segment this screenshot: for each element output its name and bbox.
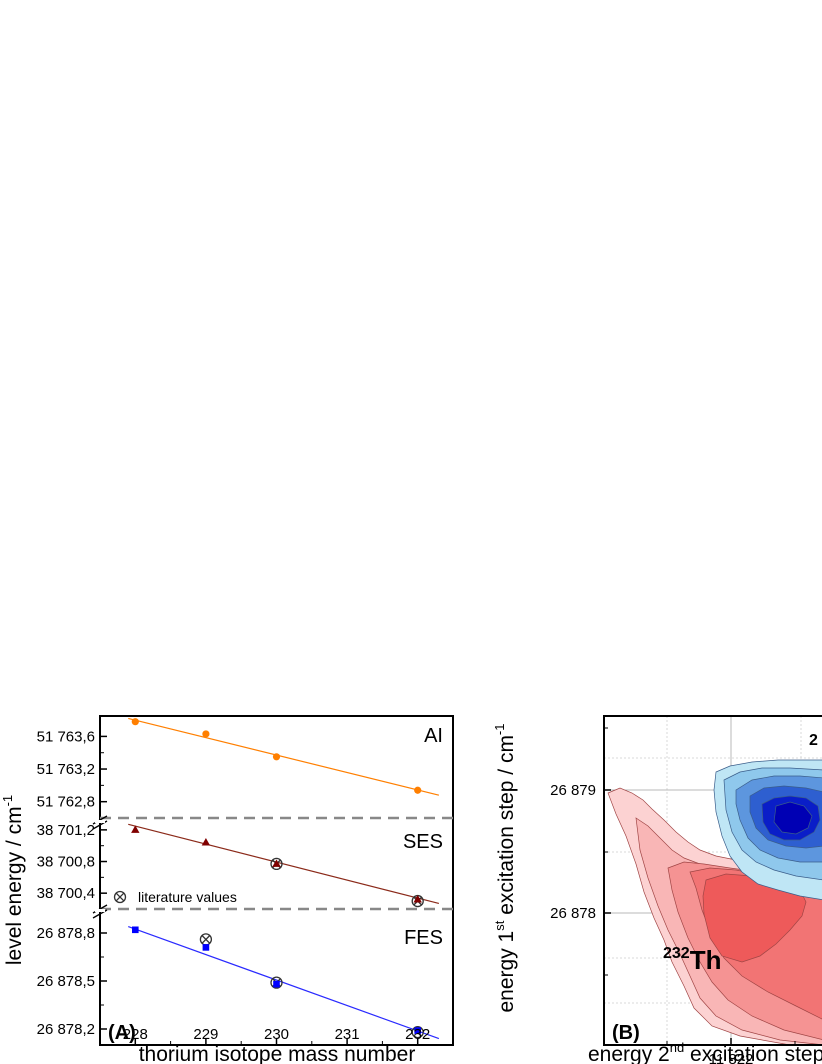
- panel-a-label: (A): [108, 1022, 136, 1044]
- panel-b: 232Th 2 26 879 26 878 11 822 (B) energy …: [492, 715, 822, 1064]
- literature-circle: [270, 976, 283, 989]
- isotope-label-230th-partial: 2: [809, 732, 818, 749]
- data-point-ai: [131, 718, 139, 726]
- panel-a-y-axis-title: level energy / cm-1: [0, 795, 26, 965]
- legend: literature values: [113, 889, 237, 905]
- y-tick-label-ai: 51 763,2: [37, 761, 95, 778]
- panel-a-x-axis: 228 229 230 231 232: [123, 1026, 430, 1045]
- fit-line-ai: [128, 717, 440, 796]
- panel-b-x-tick-label: 11 822: [709, 1051, 754, 1064]
- literature-circle: [270, 857, 283, 871]
- data-point-fes: [202, 944, 210, 951]
- contour-230th-level-6: [773, 801, 813, 835]
- x-tick-label: 230: [264, 1026, 289, 1043]
- data-point-ses: [413, 895, 422, 903]
- panel-b-y-axis-title: energy 1st excitation step / cm-1: [492, 724, 518, 1013]
- literature-cross: [201, 935, 211, 944]
- band-label-ai: AI: [424, 725, 443, 747]
- band-ses: 38 700,4 38 700,8 38 701,2 SES: [37, 822, 443, 908]
- data-point-fes: [132, 926, 139, 934]
- band-label-ses: SES: [403, 831, 443, 853]
- y-tick-label-ai: 51 762,8: [37, 794, 95, 811]
- contour-232th: [607, 787, 822, 1045]
- y-tick-label-ses: 38 701,2: [37, 822, 95, 839]
- y-tick-label-ai: 51 763,6: [37, 728, 95, 745]
- literature-circle: [411, 1026, 424, 1039]
- data-point-ai: [202, 730, 210, 738]
- panel-b-label: (B): [612, 1022, 640, 1044]
- axis-break-upper: [92, 815, 108, 830]
- isotope-label-232th: 232Th: [663, 945, 721, 975]
- contour-230th: [713, 759, 822, 901]
- data-point-fes: [273, 980, 280, 988]
- data-point-ses: [272, 859, 281, 867]
- data-point-ses: [201, 838, 211, 846]
- data-point-ses: [131, 825, 140, 833]
- y-tick-label-fes: 26 878,2: [37, 1021, 95, 1038]
- x-tick-label: 228: [123, 1026, 148, 1043]
- band-ai: 51 762,8 51 763,2 51 763,6 AI: [37, 717, 443, 811]
- y-tick-label-fes: 26 878,8: [37, 925, 95, 942]
- fit-line-fes: [128, 926, 440, 1040]
- x-tick-label: 229: [193, 1026, 218, 1043]
- panel-b-x-axis: 11 822: [666, 1038, 796, 1064]
- panel-b-y-tick-label: 26 879: [550, 782, 596, 799]
- data-point-ai: [414, 786, 422, 794]
- y-tick-label-ses: 38 700,8: [37, 854, 95, 871]
- axis-break-lower: [92, 904, 108, 919]
- data-point-ai: [272, 753, 281, 761]
- panel-b-y-tick-label: 26 878: [550, 905, 596, 922]
- panel-a-frame: [99, 715, 454, 1046]
- x-tick-label: 231: [335, 1026, 360, 1043]
- band-fes: 26 878,2 26 878,5 26 878,8 FES: [37, 925, 443, 1040]
- y-tick-label-ses: 38 700,4: [37, 885, 95, 902]
- x-tick-label: 232: [405, 1026, 430, 1043]
- fit-line-ses: [128, 823, 440, 905]
- panel-a-x-axis-title: thorium isotope mass number: [139, 1043, 416, 1064]
- legend-literature-marker: [113, 890, 127, 904]
- literature-point-fes: [199, 933, 213, 946]
- legend-label-literature: literature values: [138, 889, 237, 905]
- data-point-fes: [414, 1027, 421, 1034]
- panel-b-x-axis-title: energy 2nd excitation step / cm-1: [588, 1040, 822, 1064]
- panel-b-y-axis: 26 879 26 878: [550, 727, 611, 976]
- band-label-fes: FES: [404, 927, 443, 949]
- y-tick-label-fes: 26 878,5: [37, 973, 95, 990]
